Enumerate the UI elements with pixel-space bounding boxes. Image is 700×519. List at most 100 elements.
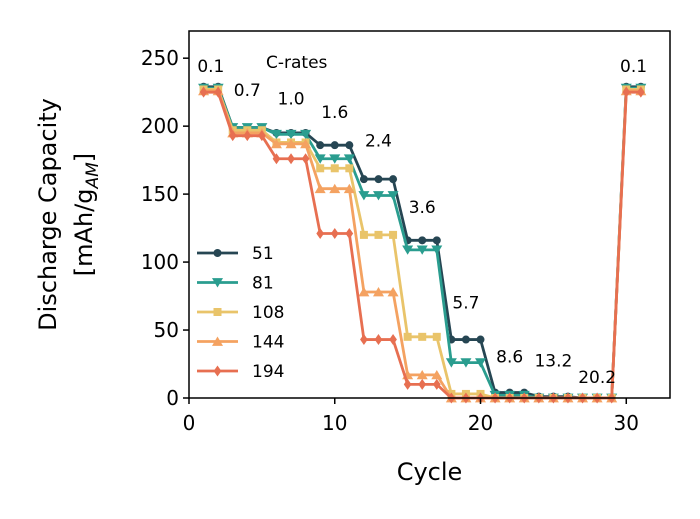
legend-entry-144: 144 — [197, 333, 284, 353]
series-194 — [199, 86, 645, 404]
x-tick-label: 0 — [183, 411, 196, 435]
data-point — [372, 287, 384, 297]
data-point — [358, 287, 370, 297]
data-point — [403, 378, 412, 390]
data-point — [387, 287, 399, 297]
y-tick-label: 0 — [166, 386, 179, 410]
legend-marker — [213, 249, 222, 257]
y-axis-unit-subscript: AM — [83, 162, 103, 190]
data-point — [636, 86, 645, 98]
rate-label: 5.7 — [452, 293, 479, 313]
legend-marker — [212, 278, 223, 288]
data-point — [359, 175, 368, 184]
data-point — [300, 138, 312, 149]
data-point — [345, 164, 354, 173]
data-point — [402, 245, 414, 255]
legend-marker — [213, 308, 222, 316]
y-axis-title-line2: [mAh/gAM] — [70, 153, 103, 276]
data-point — [314, 183, 326, 194]
legend-label: 51 — [252, 244, 274, 264]
data-point — [285, 129, 297, 140]
data-point — [272, 153, 281, 165]
data-point — [387, 191, 399, 201]
c-rates-title: C-rates — [266, 53, 328, 73]
rate-label: 0.1 — [620, 57, 647, 77]
data-point — [345, 228, 354, 240]
data-point — [418, 332, 427, 341]
data-point — [316, 164, 325, 173]
data-point — [432, 378, 441, 390]
data-point — [374, 175, 383, 184]
data-point — [270, 138, 282, 149]
legend-entry-194: 194 — [197, 362, 284, 382]
data-point — [622, 86, 631, 98]
y-axis-title-line1: Discharge Capacity — [34, 98, 62, 331]
data-point — [330, 164, 339, 173]
legend-marker — [212, 336, 223, 346]
data-point — [432, 332, 441, 341]
data-point — [199, 86, 208, 98]
y-axis-unit-suffix: ] — [70, 153, 98, 162]
rate-label: 13.2 — [534, 352, 572, 372]
y-tick-label: 200 — [141, 114, 179, 138]
legend-label: 194 — [252, 362, 284, 382]
data-point — [316, 228, 325, 240]
data-point — [330, 228, 339, 240]
data-point — [403, 332, 412, 341]
data-point — [460, 358, 472, 368]
rate-label: 3.6 — [409, 198, 436, 218]
x-tick-label: 20 — [468, 411, 493, 435]
y-tick-label: 100 — [141, 250, 179, 274]
data-point — [358, 191, 370, 201]
data-point — [359, 230, 368, 239]
annotation-layer: C-rates 0.1 0.7 1.0 1.6 2.4 3.6 5.7 8.6 13.2 20.2… — [197, 53, 647, 388]
data-point — [416, 245, 428, 255]
legend-label: 108 — [252, 303, 284, 323]
data-point — [431, 245, 443, 255]
data-point — [214, 86, 223, 98]
data-point — [329, 154, 341, 164]
data-point — [389, 175, 398, 184]
data-point — [243, 130, 252, 142]
data-point — [374, 334, 383, 346]
data-point — [389, 334, 397, 346]
data-point — [432, 236, 441, 245]
rate-label: 20.2 — [578, 368, 616, 388]
data-point — [418, 378, 427, 390]
data-point — [461, 335, 470, 344]
y-axis-title: Discharge Capacity [mAh/gAM] — [34, 98, 103, 331]
data-point — [343, 183, 355, 194]
data-point — [475, 358, 487, 368]
y-axis-unit-prefix: [mAh/g — [70, 188, 98, 276]
data-point — [360, 334, 368, 346]
legend-label: 81 — [252, 274, 274, 294]
legend-entry-108: 108 — [197, 303, 284, 323]
legend-entry-51: 51 — [197, 244, 274, 264]
data-point — [287, 153, 295, 165]
rate-label: 2.4 — [365, 132, 392, 152]
y-tick-label: 150 — [141, 182, 179, 206]
data-point — [316, 141, 325, 150]
data-point — [418, 236, 427, 245]
data-point — [476, 335, 485, 344]
y-tick-label: 250 — [141, 46, 179, 70]
rate-label: 0.1 — [197, 57, 224, 77]
legend: 51 81 108 144 194 — [197, 244, 284, 382]
data-point — [445, 358, 457, 368]
rate-label: 8.6 — [496, 348, 523, 368]
plot-frame — [188, 30, 671, 399]
data-point — [389, 230, 398, 239]
data-point — [330, 141, 339, 150]
axes: 0 10 20 30 0 50 100 150 200 250 — [141, 46, 639, 435]
data-point — [329, 183, 341, 194]
data-point — [270, 129, 282, 140]
legend-marker — [213, 365, 222, 377]
data-point — [228, 130, 237, 142]
data-point — [300, 129, 312, 140]
data-point — [416, 369, 428, 380]
data-point — [431, 369, 443, 380]
x-tick-label: 30 — [614, 411, 639, 435]
x-axis-title: Cycle — [397, 458, 463, 486]
legend-entry-81: 81 — [197, 274, 274, 294]
